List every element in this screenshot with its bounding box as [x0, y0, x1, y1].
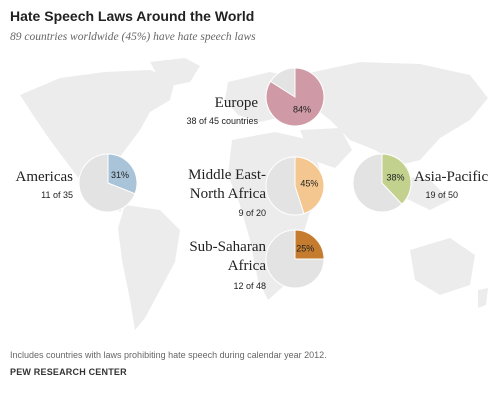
pie-slice-americas [107, 153, 138, 195]
chart-note: Includes countries with laws prohibiting… [10, 350, 327, 360]
region-name-asia-pacific: Asia-Pacific [414, 168, 488, 187]
pie-slice-asia-pacific [381, 153, 412, 205]
pie-value-label-europe: 84% [293, 105, 311, 115]
middle-east-shape [300, 128, 352, 168]
region-name-line: North Africa [189, 186, 266, 202]
region-name-mena: Middle East- North Africa [188, 166, 266, 204]
north-america-shape [20, 70, 175, 185]
south-america-shape [118, 205, 180, 330]
chart-subtitle: 89 countries worldwide (45%) have hate s… [10, 31, 256, 43]
region-name-line: Middle East- [188, 167, 266, 183]
pie-value-label-sub-saharan-africa: 25% [296, 244, 314, 254]
pie-value-label-asia-pacific: 38% [386, 173, 404, 183]
region-name-line: Sub-Saharan [189, 239, 266, 255]
pie-slice-mena [294, 156, 325, 215]
region-name-sub-saharan-africa: Sub-Saharan Africa [189, 238, 266, 276]
pie-value-label-americas: 31% [111, 170, 129, 180]
asia-shape [300, 62, 488, 165]
region-name-line: Asia-Pacific [414, 169, 489, 185]
chart-source: PEW RESEARCH CENTER [10, 367, 127, 377]
region-name-europe: Europe [215, 94, 258, 113]
region-count-mena: 9 of 20 [238, 208, 266, 218]
pie-value-label-mena: 45% [300, 179, 318, 189]
region-name-line: Europe [214, 95, 258, 111]
region-name-americas: Americas [16, 168, 73, 187]
pie-slice-europe [265, 67, 325, 127]
australia-shape [410, 238, 475, 295]
chart-title: Hate Speech Laws Around the World [10, 8, 255, 24]
region-count-europe: 38 of 45 countries [186, 116, 258, 126]
region-count-asia-pacific: 19 of 50 [425, 190, 458, 200]
region-name-line: Africa [227, 258, 266, 274]
greenland-shape [150, 58, 200, 86]
region-count-americas: 11 of 35 [41, 190, 73, 200]
region-count-sub-saharan-africa: 12 of 48 [233, 281, 266, 291]
region-name-line: Americas [15, 169, 73, 185]
pie-slice-sub-saharan-africa [294, 229, 325, 260]
new-zealand-shape [478, 288, 488, 308]
